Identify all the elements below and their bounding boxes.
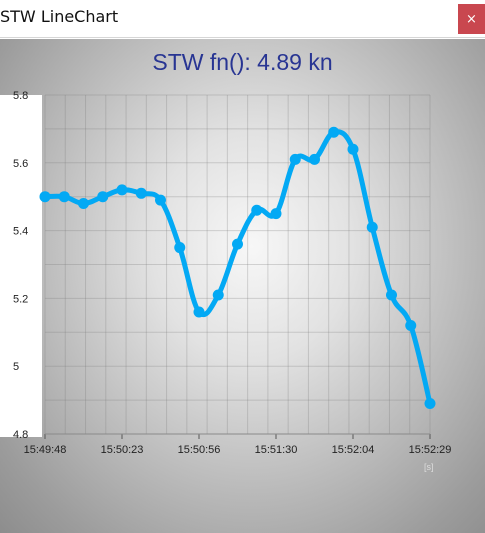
data-point — [174, 242, 186, 254]
title-bar[interactable]: STW LineChart × — [0, 0, 485, 38]
y-tick-label: 5 — [13, 361, 19, 373]
y-tick-label: 4.8 — [13, 429, 28, 441]
data-point — [193, 306, 205, 318]
y-tick-label: 5.6 — [13, 158, 28, 170]
data-point — [328, 126, 340, 138]
window-title: STW LineChart — [0, 7, 119, 26]
data-point — [155, 194, 166, 206]
data-point — [347, 143, 359, 155]
close-button[interactable]: × — [458, 4, 485, 34]
x-tick-label: 15:49:48 — [24, 444, 67, 456]
data-point — [405, 320, 417, 332]
data-point — [58, 191, 70, 203]
close-icon: × — [466, 11, 477, 27]
y-tick-label: 5.8 — [13, 90, 28, 102]
y-axis-background — [0, 95, 42, 437]
x-tick-label: 15:52:04 — [332, 444, 375, 456]
data-point — [366, 221, 378, 233]
line-chart: 4.8 5 5.2 5.4 5.6 5.8 15:49:48 15:50:23 15:50:56… — [13, 90, 452, 472]
data-point — [212, 289, 224, 301]
series-line — [42, 129, 433, 406]
data-point — [97, 191, 109, 203]
x-unit-label: [s] — [424, 462, 434, 472]
chart-area: STW fn(): 4.89 kn 4.8 5 5.2 5.4 5.6 5.8 15:49:… — [0, 39, 485, 533]
data-point — [78, 197, 89, 209]
chart-title: STW fn(): 4.89 kn — [152, 49, 333, 75]
data-point — [135, 187, 147, 199]
x-tick-label: 15:51:30 — [255, 444, 298, 456]
data-point — [289, 153, 301, 165]
data-point — [386, 289, 397, 301]
y-tick-label: 5.2 — [13, 293, 28, 305]
data-point — [309, 153, 320, 165]
data-point — [251, 204, 263, 216]
data-point — [39, 191, 51, 203]
x-tick-label: 15:50:56 — [178, 444, 221, 456]
data-point — [232, 238, 243, 250]
y-tick-label: 5.4 — [13, 226, 28, 238]
x-tick-label: 15:50:23 — [101, 444, 144, 456]
data-point — [270, 208, 282, 220]
data-point — [116, 184, 128, 196]
x-tick-label: 15:52:29 — [409, 444, 452, 456]
data-point — [424, 397, 436, 409]
